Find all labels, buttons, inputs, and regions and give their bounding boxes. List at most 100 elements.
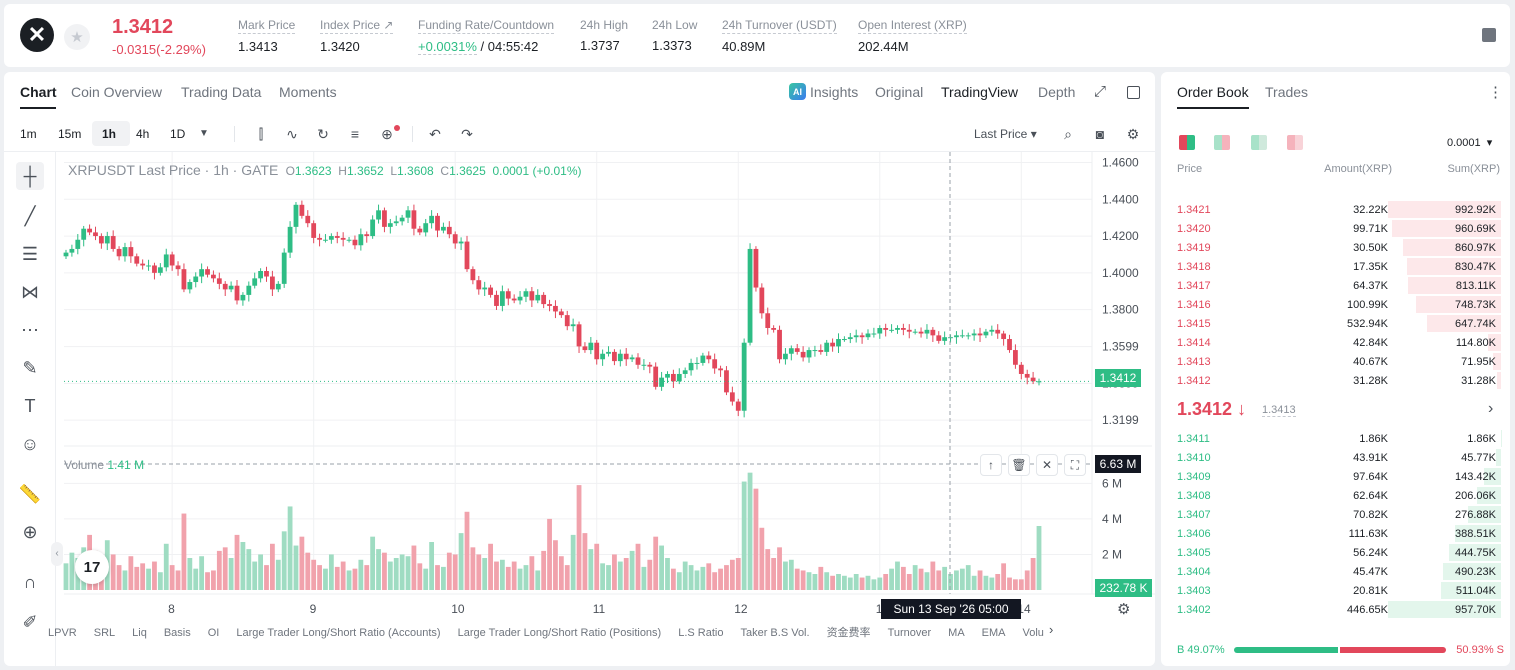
indicators-icon[interactable]: ∿ (286, 126, 298, 142)
indicator-item[interactable]: SRL (93, 627, 116, 639)
notebook-icon[interactable] (1482, 28, 1496, 42)
ask-row[interactable]: 1.3415 532.94K 647.74K (1161, 314, 1510, 333)
indicator-item[interactable]: MA (948, 627, 965, 639)
bid-row[interactable]: 1.3410 43.91K 45.77K (1161, 448, 1510, 467)
interval-1h[interactable]: 1h (102, 127, 117, 141)
indicator-item[interactable]: OI (207, 627, 220, 639)
price-chart-svg[interactable]: 1.46001.44001.42001.40001.38001.35991.33… (4, 72, 1155, 666)
add-indicator-icon[interactable]: ⊕ (381, 126, 393, 142)
view-both-icon[interactable] (1179, 135, 1195, 150)
zoom-in-icon[interactable]: ⊕ (22, 521, 38, 542)
indicator-item[interactable]: 资金费率 (826, 627, 871, 639)
bid-row[interactable]: 1.3408 62.64K 206.06K (1161, 486, 1510, 505)
interval-15m[interactable]: 15m (58, 127, 82, 141)
collapse-toolbar-icon[interactable]: ‹ (51, 542, 63, 566)
redo-icon[interactable]: ↷ (461, 126, 473, 142)
tab-chart[interactable]: Chart (20, 84, 57, 100)
candle-body (458, 241, 464, 244)
indicator-item[interactable]: EMA (981, 627, 1006, 639)
bid-row[interactable]: 1.3411 1.86K 1.86K (1161, 429, 1510, 448)
more-options-icon[interactable]: ⋮ (1488, 84, 1503, 101)
move-up-icon[interactable]: ↑ (980, 454, 1002, 476)
indicator-item[interactable]: Volu (1022, 627, 1044, 639)
tab-moments[interactable]: Moments (279, 84, 337, 100)
indicator-item[interactable]: Taker B.S Vol. (740, 627, 810, 639)
refresh-icon[interactable]: ↻ (317, 126, 329, 142)
magnet-icon[interactable]: ∩ (23, 571, 37, 592)
ask-row[interactable]: 1.3420 99.71K 960.69K (1161, 219, 1510, 238)
view-asks-icon[interactable] (1214, 135, 1230, 150)
search-icon[interactable]: ⌕ (1064, 126, 1072, 142)
interval-4h[interactable]: 4h (136, 127, 150, 141)
stat-label[interactable]: Open Interest (XRP) (858, 18, 967, 34)
window-icon[interactable] (1127, 86, 1140, 99)
ask-row[interactable]: 1.3419 30.50K 860.97K (1161, 238, 1510, 257)
tab-trades[interactable]: Trades (1265, 84, 1309, 100)
candle-type-icon[interactable]: ⫿ (258, 126, 264, 142)
chevron-right-icon[interactable]: › (1488, 400, 1494, 417)
text-tool-icon[interactable]: T (24, 395, 36, 416)
stat-label[interactable]: Mark Price (238, 18, 296, 34)
stat-label[interactable]: Funding Rate/Countdown (418, 18, 555, 34)
bid-row[interactable]: 1.3406 111.63K 388.51K (1161, 524, 1510, 543)
favorite-star-icon[interactable]: ★ (64, 24, 90, 50)
settings-gear-icon[interactable]: ⚙ (1126, 126, 1140, 142)
ask-row[interactable]: 1.3418 17.35K 830.47K (1161, 257, 1510, 276)
price-type-select[interactable]: Last Price ▾ (974, 127, 1037, 141)
maximize-pane-icon[interactable]: ⛶ (1064, 454, 1086, 476)
ask-row[interactable]: 1.3412 31.28K 31.28K (1161, 371, 1510, 390)
brush-icon[interactable]: ✎ (22, 357, 38, 378)
ask-row[interactable]: 1.3421 32.22K 992.92K (1161, 200, 1510, 219)
tab-insights[interactable]: Insights (810, 84, 859, 100)
tab-depth[interactable]: Depth (1038, 84, 1076, 100)
tab-tradingview[interactable]: TradingView (941, 84, 1019, 100)
ask-row[interactable]: 1.3413 40.67K 71.95K (1161, 352, 1510, 371)
pattern-icon[interactable]: ⋈ (21, 281, 39, 302)
indicator-item[interactable]: Turnover (887, 627, 932, 639)
ask-row[interactable]: 1.3416 100.99K 748.73K (1161, 295, 1510, 314)
bid-row[interactable]: 1.3404 45.47K 490.23K (1161, 562, 1510, 581)
indicator-item[interactable]: L.S Ratio (678, 627, 724, 639)
volume-bar (517, 568, 523, 590)
undo-icon[interactable]: ↶ (429, 126, 441, 142)
indicator-item[interactable]: Basis (163, 627, 191, 639)
ruler-icon[interactable]: 📏 (18, 483, 42, 504)
trend-line-icon[interactable]: ╱ (24, 205, 36, 226)
precision-select[interactable]: 0.0001 ▾ (1447, 137, 1493, 149)
horizontal-lines-icon[interactable]: ☰ (21, 243, 39, 264)
bid-row[interactable]: 1.3405 56.24K 444.75K (1161, 543, 1510, 562)
indicator-item[interactable]: Large Trader Long/Short Ratio (Positions… (457, 627, 662, 639)
indicator-item[interactable]: LPVR (48, 627, 77, 639)
interval-dropdown-icon[interactable]: ▼ (199, 128, 209, 139)
fib-icon[interactable]: ⋯ (21, 319, 39, 340)
bid-row[interactable]: 1.3402 446.65K 957.70K (1161, 600, 1510, 619)
bid-row[interactable]: 1.3409 97.64K 143.42K (1161, 467, 1510, 486)
chevron-right-icon[interactable]: › (1049, 622, 1054, 637)
tab-order-book[interactable]: Order Book (1177, 84, 1249, 100)
indicator-item[interactable]: Large Trader Long/Short Ratio (Accounts) (236, 627, 441, 639)
templates-icon[interactable]: ≡ (350, 126, 360, 142)
camera-icon[interactable]: ◙ (1095, 126, 1105, 142)
tab-original[interactable]: Original (875, 84, 924, 100)
stat-label[interactable]: 24h Turnover (USDT) (722, 18, 837, 34)
bid-row[interactable]: 1.3403 20.81K 511.04K (1161, 581, 1510, 600)
lock-drawing-icon[interactable]: ✐ (22, 611, 38, 632)
indicator-item[interactable]: Liq (132, 627, 147, 639)
interval-1d[interactable]: 1D (170, 127, 186, 141)
axis-settings-icon[interactable]: ⚙ (1117, 601, 1131, 618)
stat-label[interactable]: Index Price ↗ (320, 18, 394, 34)
ask-row[interactable]: 1.3417 64.37K 813.11K (1161, 276, 1510, 295)
view-asks-only-icon[interactable] (1287, 135, 1303, 150)
tab-coin-overview[interactable]: Coin Overview (71, 84, 163, 100)
crosshair-icon[interactable]: ┼ (16, 162, 44, 190)
emoji-icon[interactable]: ☺ (20, 433, 40, 454)
tradingview-logo[interactable]: 17 (75, 550, 109, 584)
interval-1m[interactable]: 1m (20, 127, 37, 141)
tab-trading-data[interactable]: Trading Data (181, 84, 262, 100)
collapse-icon[interactable]: ✕ (1036, 454, 1058, 476)
ask-row[interactable]: 1.3414 42.84K 114.80K (1161, 333, 1510, 352)
fullscreen-icon[interactable]: ⤢ (1094, 83, 1107, 100)
bid-row[interactable]: 1.3407 70.82K 276.88K (1161, 505, 1510, 524)
view-bids-icon[interactable] (1251, 135, 1267, 150)
delete-icon[interactable]: 🗑 (1008, 454, 1030, 476)
